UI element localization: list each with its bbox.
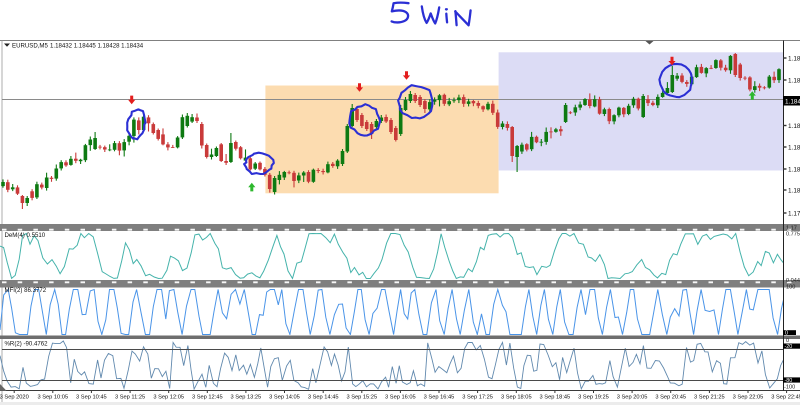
svg-text:1.18: 1.18: [788, 77, 800, 84]
svg-text:3 Sep 18:45: 3 Sep 18:45: [540, 395, 571, 401]
svg-text:3 Sep 12:05: 3 Sep 12:05: [153, 395, 184, 401]
svg-text:3 Sep 10:45: 3 Sep 10:45: [76, 395, 107, 401]
svg-text:3 Sep 17:25: 3 Sep 17:25: [462, 395, 493, 401]
svg-text:1.18: 1.18: [788, 55, 800, 62]
svg-text:3 Sep 16:45: 3 Sep 16:45: [424, 395, 455, 401]
svg-text:3 Sep 20:45: 3 Sep 20:45: [655, 395, 686, 401]
svg-text:1.17: 1.17: [788, 210, 800, 217]
svg-text:0: 0: [785, 330, 788, 336]
svg-text:3 Sep 12:45: 3 Sep 12:45: [192, 395, 223, 401]
svg-text:1.18: 1.18: [788, 144, 800, 151]
svg-text:3 Sep 22:45: 3 Sep 22:45: [771, 395, 800, 401]
svg-text:3 Sep 21:25: 3 Sep 21:25: [694, 395, 725, 401]
svg-text:1.18: 1.18: [788, 166, 800, 173]
svg-text:3 Sep 22:05: 3 Sep 22:05: [733, 395, 764, 401]
svg-text:-80: -80: [785, 378, 793, 384]
svg-text:3 Sep 18:05: 3 Sep 18:05: [501, 395, 532, 401]
svg-text:3 Sep 16:05: 3 Sep 16:05: [385, 395, 416, 401]
svg-text:0: 0: [786, 338, 789, 344]
svg-text:3 Sep 13:25: 3 Sep 13:25: [231, 395, 262, 401]
svg-text:100: 100: [786, 285, 795, 291]
svg-text:-20: -20: [785, 344, 793, 350]
svg-text:1.18: 1.18: [788, 123, 800, 130]
svg-text:1.17: 1.17: [786, 226, 797, 232]
svg-text:3 Sep 19:25: 3 Sep 19:25: [578, 395, 609, 401]
svg-text:-100: -100: [784, 385, 795, 391]
svg-text:3 Sep 14:05: 3 Sep 14:05: [269, 395, 300, 401]
svg-text:1.18432 1.18445 1.18428 1.1843: 1.18432 1.18445 1.18428 1.18434: [50, 43, 144, 50]
svg-text:3 Sep 2020: 3 Sep 2020: [0, 395, 29, 401]
svg-text:3 Sep 10:05: 3 Sep 10:05: [37, 395, 68, 401]
svg-text:3 Sep 15:25: 3 Sep 15:25: [346, 395, 377, 401]
svg-text:3 Sep 11:25: 3 Sep 11:25: [115, 395, 145, 401]
svg-text:%R(2) -90.4762: %R(2) -90.4762: [5, 340, 49, 347]
svg-text:0.7757: 0.7757: [786, 232, 800, 238]
svg-text:EURUSD,M5: EURUSD,M5: [12, 43, 49, 50]
svg-text:1.18: 1.18: [788, 187, 800, 194]
svg-text:0.0440: 0.0440: [786, 278, 800, 284]
svg-text:MFI(2) 86.3772: MFI(2) 86.3772: [5, 287, 47, 294]
svg-text:3 Sep 14:45: 3 Sep 14:45: [308, 395, 339, 401]
svg-text:1.184: 1.184: [785, 98, 800, 105]
svg-text:3 Sep 20:05: 3 Sep 20:05: [617, 395, 648, 401]
svg-text:DeM(4) 0.5510: DeM(4) 0.5510: [5, 232, 46, 239]
